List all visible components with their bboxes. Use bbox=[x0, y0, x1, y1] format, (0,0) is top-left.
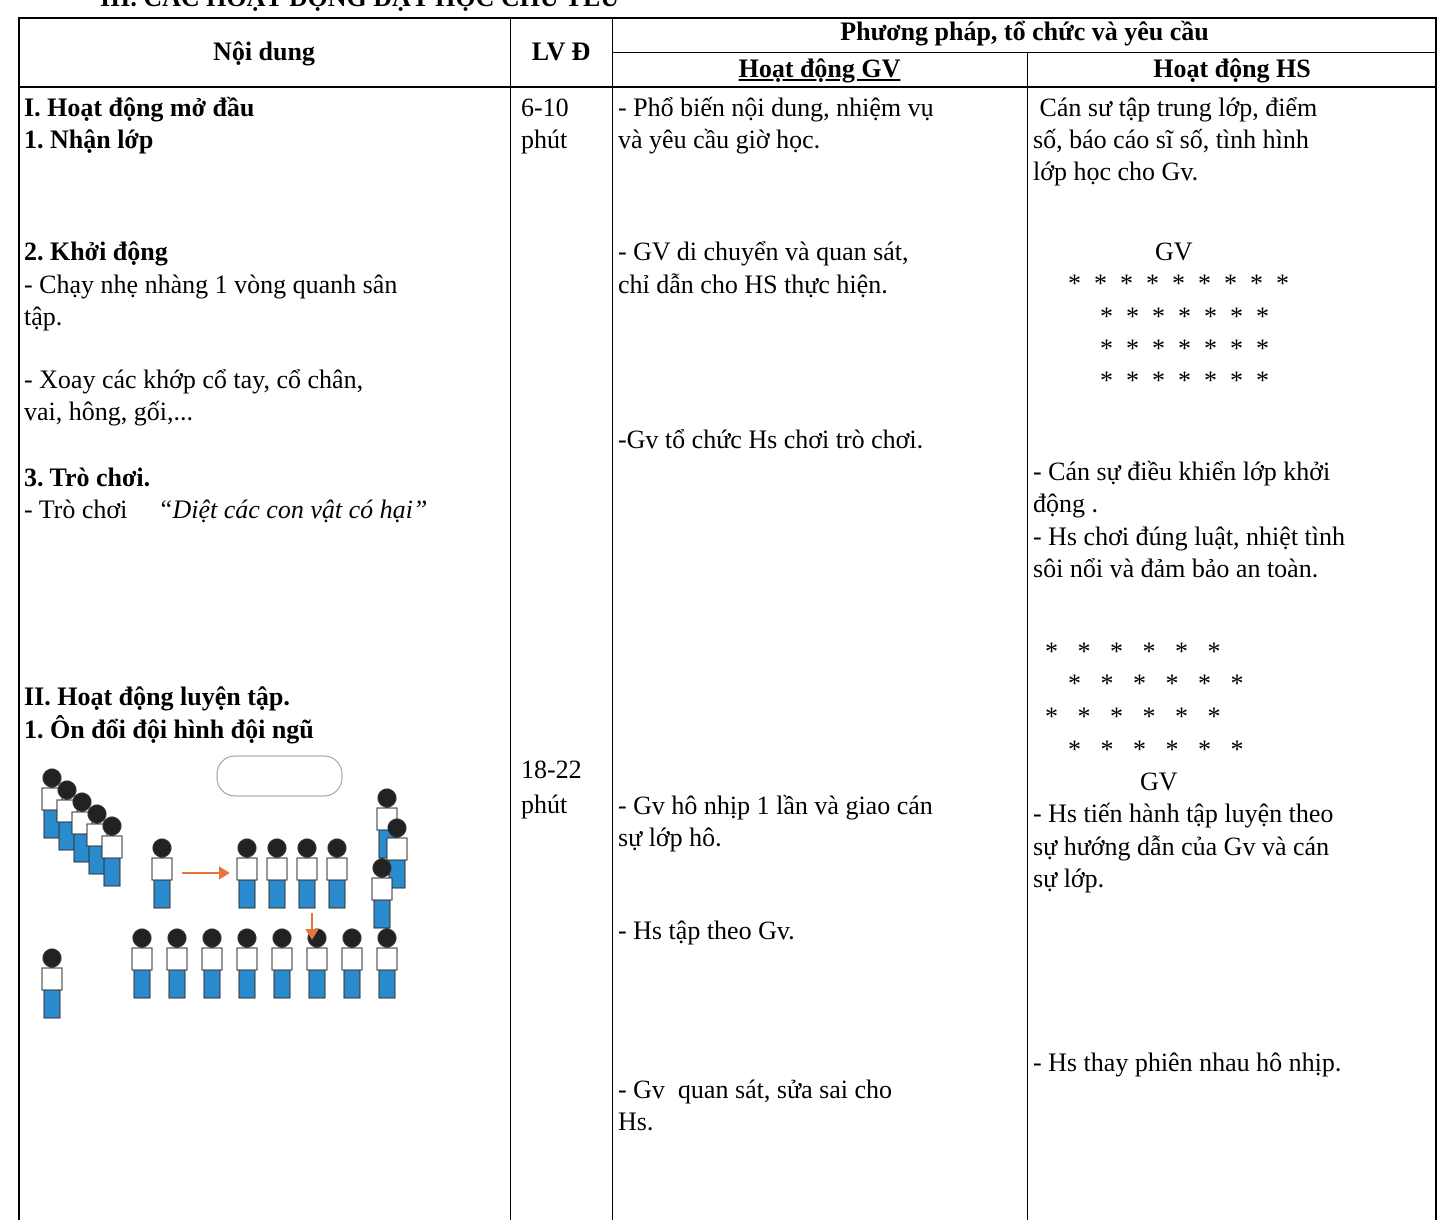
rule bbox=[612, 52, 1437, 53]
cell-text: - GV di chuyển và quan sát, bbox=[618, 237, 909, 266]
cell-text: 1. Ôn đổi đội hình đội ngũ bbox=[24, 715, 314, 744]
cell-text: sôi nổi và đảm bảo an toàn. bbox=[1033, 554, 1319, 583]
cell-text: - Phổ biến nội dung, nhiệm vụ bbox=[618, 93, 934, 122]
cell-text: GV bbox=[1155, 237, 1193, 266]
cell-text: chỉ dẫn cho HS thực hiện. bbox=[618, 270, 888, 299]
cell-text: phút bbox=[521, 125, 568, 154]
cell-text: - Cán sự điều khiển lớp khởi bbox=[1033, 457, 1331, 486]
cell-text: 3. Trò chơi. bbox=[24, 463, 151, 492]
cell-text: - Trò chơi bbox=[24, 495, 134, 524]
cell-text: vai, hông, gối,... bbox=[24, 397, 193, 426]
rule bbox=[1027, 52, 1028, 1220]
cell-text: phút bbox=[521, 790, 568, 819]
cell-text: số, báo cáo sĩ số, tình hình bbox=[1033, 125, 1309, 154]
cell-text: * * * * * * * bbox=[1100, 366, 1269, 395]
header-method: Phương pháp, tổ chức và yêu cầu bbox=[840, 17, 1209, 46]
illustration bbox=[41, 755, 408, 1019]
cell-text: -Gv tổ chức Hs chơi trò chơi. bbox=[618, 425, 924, 454]
rule bbox=[18, 17, 20, 1220]
cell-text: sự lớp hô. bbox=[618, 823, 722, 852]
cell-text: Cán sư tập trung lớp, điểm bbox=[1033, 93, 1318, 122]
cell-text: * * * * * * bbox=[1068, 669, 1244, 698]
cell-text: * * * * * * bbox=[1068, 735, 1244, 764]
header-time: LV Đ bbox=[531, 37, 591, 66]
header-content: Nội dung bbox=[213, 37, 315, 66]
cell-text: * * * * * * bbox=[1045, 637, 1221, 666]
cell-text: 1. Nhận lớp bbox=[24, 125, 154, 154]
rule bbox=[1435, 17, 1437, 1220]
cell-text: lớp học cho Gv. bbox=[1033, 157, 1199, 186]
cell-text: * * * * * * bbox=[1045, 702, 1221, 731]
header-teacher: Hoạt động GV bbox=[738, 54, 901, 83]
cell-text: 18-22 bbox=[521, 755, 582, 784]
rule bbox=[18, 86, 1437, 88]
cell-text: sự lớp. bbox=[1033, 864, 1105, 893]
cell-text: II. Hoạt động luyện tập. bbox=[24, 682, 290, 711]
rule bbox=[510, 17, 511, 1220]
cell-text: * * * * * * * bbox=[1100, 334, 1269, 363]
header-student: Hoạt động HS bbox=[1153, 54, 1311, 83]
cell-text: - Chạy nhẹ nhàng 1 vòng quanh sân bbox=[24, 270, 398, 299]
cell-text: - Hs tập theo Gv. bbox=[618, 916, 795, 945]
rule bbox=[18, 17, 1437, 19]
cell-text: * * * * * * * bbox=[1100, 302, 1269, 331]
cell-text: - Gv hô nhịp 1 lần và giao cán bbox=[618, 791, 933, 820]
cell-text: 6-10 bbox=[521, 93, 569, 122]
cell-text: * * * * * * * * * bbox=[1068, 269, 1289, 298]
cell-text: Hs. bbox=[618, 1107, 654, 1136]
cell-text: và yêu cầu giờ học. bbox=[618, 125, 821, 154]
cell-text: - Hs tiến hành tập luyện theo bbox=[1033, 799, 1334, 828]
cell-text: - Hs thay phiên nhau hô nhịp. bbox=[1033, 1048, 1342, 1077]
cell-text: I. Hoạt động mở đầu bbox=[24, 93, 255, 122]
cell-text: tập. bbox=[24, 302, 63, 331]
cell-text: động . bbox=[1033, 489, 1098, 518]
section-title: III. CÁC HOẠT ĐỘNG DẠY HỌC CHỦ YẾU bbox=[100, 0, 619, 14]
cell-text: - Xoay các khớp cổ tay, cổ chân, bbox=[24, 365, 364, 394]
cell-text: - Hs chơi đúng luật, nhiệt tình bbox=[1033, 522, 1345, 551]
cell-text: - Gv quan sát, sửa sai cho bbox=[618, 1075, 893, 1104]
rule bbox=[612, 17, 613, 1220]
cell-text: “Diệt các con vật có hại” bbox=[158, 495, 428, 524]
cell-text: sự hướng dẫn của Gv và cán bbox=[1033, 832, 1330, 861]
cell-text: 2. Khởi động bbox=[24, 237, 168, 266]
cell-text: GV bbox=[1140, 767, 1178, 796]
